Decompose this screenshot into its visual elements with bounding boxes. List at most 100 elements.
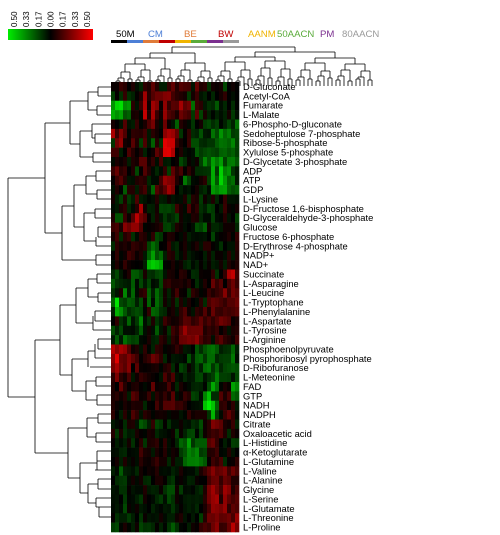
heatmap-cell bbox=[139, 447, 144, 458]
heatmap-cell bbox=[119, 297, 124, 308]
row-label: D-Erythrose 4-phosphate bbox=[243, 240, 348, 251]
heatmap-cell bbox=[195, 344, 200, 355]
heatmap-cell bbox=[163, 307, 168, 317]
heatmap-cell bbox=[163, 428, 168, 439]
heatmap-cell bbox=[163, 269, 168, 280]
heatmap-cell bbox=[147, 485, 152, 495]
heatmap-cell bbox=[235, 372, 240, 383]
heatmap-cell bbox=[235, 307, 240, 317]
heatmap-cell bbox=[159, 185, 164, 195]
heatmap-cell bbox=[235, 119, 240, 130]
heatmap-cell bbox=[123, 194, 128, 205]
heatmap-cell bbox=[227, 288, 232, 298]
heatmap-cell bbox=[235, 185, 240, 195]
heatmap-cell bbox=[235, 438, 240, 448]
heatmap-cell bbox=[131, 475, 136, 486]
heatmap-cell bbox=[179, 119, 184, 130]
heatmap-cell bbox=[187, 138, 192, 148]
heatmap-cell bbox=[123, 494, 128, 505]
heatmap-cell bbox=[159, 100, 164, 111]
heatmap-cell bbox=[135, 466, 140, 477]
heatmap-cell bbox=[203, 522, 208, 533]
heatmap-cell bbox=[163, 316, 168, 327]
heatmap-cell bbox=[167, 110, 172, 120]
heatmap-cell bbox=[155, 325, 160, 336]
heatmap-cell bbox=[211, 166, 216, 177]
heatmap-cell bbox=[135, 353, 140, 364]
heatmap-cell bbox=[151, 400, 156, 411]
row-label: Acetyl-CoA bbox=[243, 90, 291, 101]
heatmap-cell bbox=[227, 475, 232, 486]
heatmap-cell bbox=[215, 400, 220, 411]
heatmap-cell bbox=[159, 241, 164, 252]
heatmap-cell bbox=[119, 213, 124, 223]
heatmap-cell bbox=[179, 185, 184, 195]
heatmap-cell bbox=[155, 147, 160, 158]
heatmap-cell bbox=[171, 335, 176, 345]
heatmap-cell bbox=[131, 522, 136, 533]
heatmap-cell bbox=[235, 522, 240, 533]
heatmap-cell bbox=[235, 232, 240, 242]
heatmap-cell bbox=[111, 382, 116, 392]
heatmap-cell bbox=[231, 175, 236, 186]
heatmap-cell bbox=[175, 278, 180, 289]
heatmap-cell bbox=[131, 82, 136, 92]
heatmap-cell bbox=[159, 128, 164, 139]
heatmap-cell bbox=[167, 447, 172, 458]
heatmap-cell bbox=[167, 138, 172, 148]
heatmap-cell bbox=[187, 513, 192, 523]
heatmap-cell bbox=[235, 503, 240, 514]
heatmap-cell bbox=[203, 466, 208, 477]
heatmap-cell bbox=[135, 494, 140, 505]
heatmap-cell bbox=[195, 222, 200, 233]
heatmap-cell bbox=[175, 269, 180, 280]
heatmap-cell bbox=[215, 325, 220, 336]
heatmap-cell bbox=[211, 391, 216, 402]
heatmap-cell bbox=[159, 494, 164, 505]
heatmap-cell bbox=[143, 307, 148, 317]
heatmap-cell bbox=[131, 194, 136, 205]
heatmap-cell bbox=[211, 447, 216, 458]
heatmap-cell bbox=[163, 278, 168, 289]
heatmap-cell bbox=[139, 522, 144, 533]
heatmap-cell bbox=[111, 344, 116, 355]
heatmap-cell bbox=[135, 175, 140, 186]
heatmap-cell bbox=[235, 288, 240, 298]
heatmap-cell bbox=[163, 297, 168, 308]
heatmap-cell bbox=[155, 110, 160, 120]
heatmap-cell bbox=[147, 194, 152, 205]
heatmap-cell bbox=[187, 213, 192, 223]
heatmap-cell bbox=[231, 316, 236, 327]
heatmap-cell bbox=[131, 316, 136, 327]
heatmap-cell bbox=[203, 419, 208, 430]
heatmap-cell bbox=[195, 382, 200, 392]
heatmap-cell bbox=[211, 203, 216, 214]
heatmap-cell bbox=[171, 222, 176, 233]
heatmap-cell bbox=[151, 157, 156, 167]
heatmap-cell bbox=[219, 100, 224, 111]
heatmap-cell bbox=[139, 475, 144, 486]
heatmap-cell bbox=[151, 213, 156, 223]
heatmap-cell bbox=[135, 382, 140, 392]
heatmap-cell bbox=[147, 400, 152, 411]
heatmap-cell bbox=[155, 119, 160, 130]
heatmap-cell bbox=[127, 119, 132, 130]
heatmap-cell bbox=[179, 400, 184, 411]
heatmap-cell bbox=[135, 325, 140, 336]
heatmap-cell bbox=[139, 138, 144, 148]
heatmap-cell bbox=[227, 363, 232, 373]
heatmap-cell bbox=[115, 344, 120, 355]
heatmap-cell bbox=[139, 232, 144, 242]
heatmap-cell bbox=[167, 166, 172, 177]
heatmap-cell bbox=[119, 503, 124, 514]
heatmap-cell bbox=[115, 363, 120, 373]
heatmap-cell bbox=[235, 222, 240, 233]
heatmap-cell bbox=[191, 241, 196, 252]
heatmap-cell bbox=[179, 316, 184, 327]
heatmap-cell bbox=[163, 91, 168, 102]
heatmap-cell bbox=[175, 147, 180, 158]
heatmap-cell bbox=[167, 438, 172, 448]
heatmap-cell bbox=[135, 138, 140, 148]
heatmap-cell bbox=[155, 503, 160, 514]
row-label: L-Asparagine bbox=[243, 278, 299, 289]
